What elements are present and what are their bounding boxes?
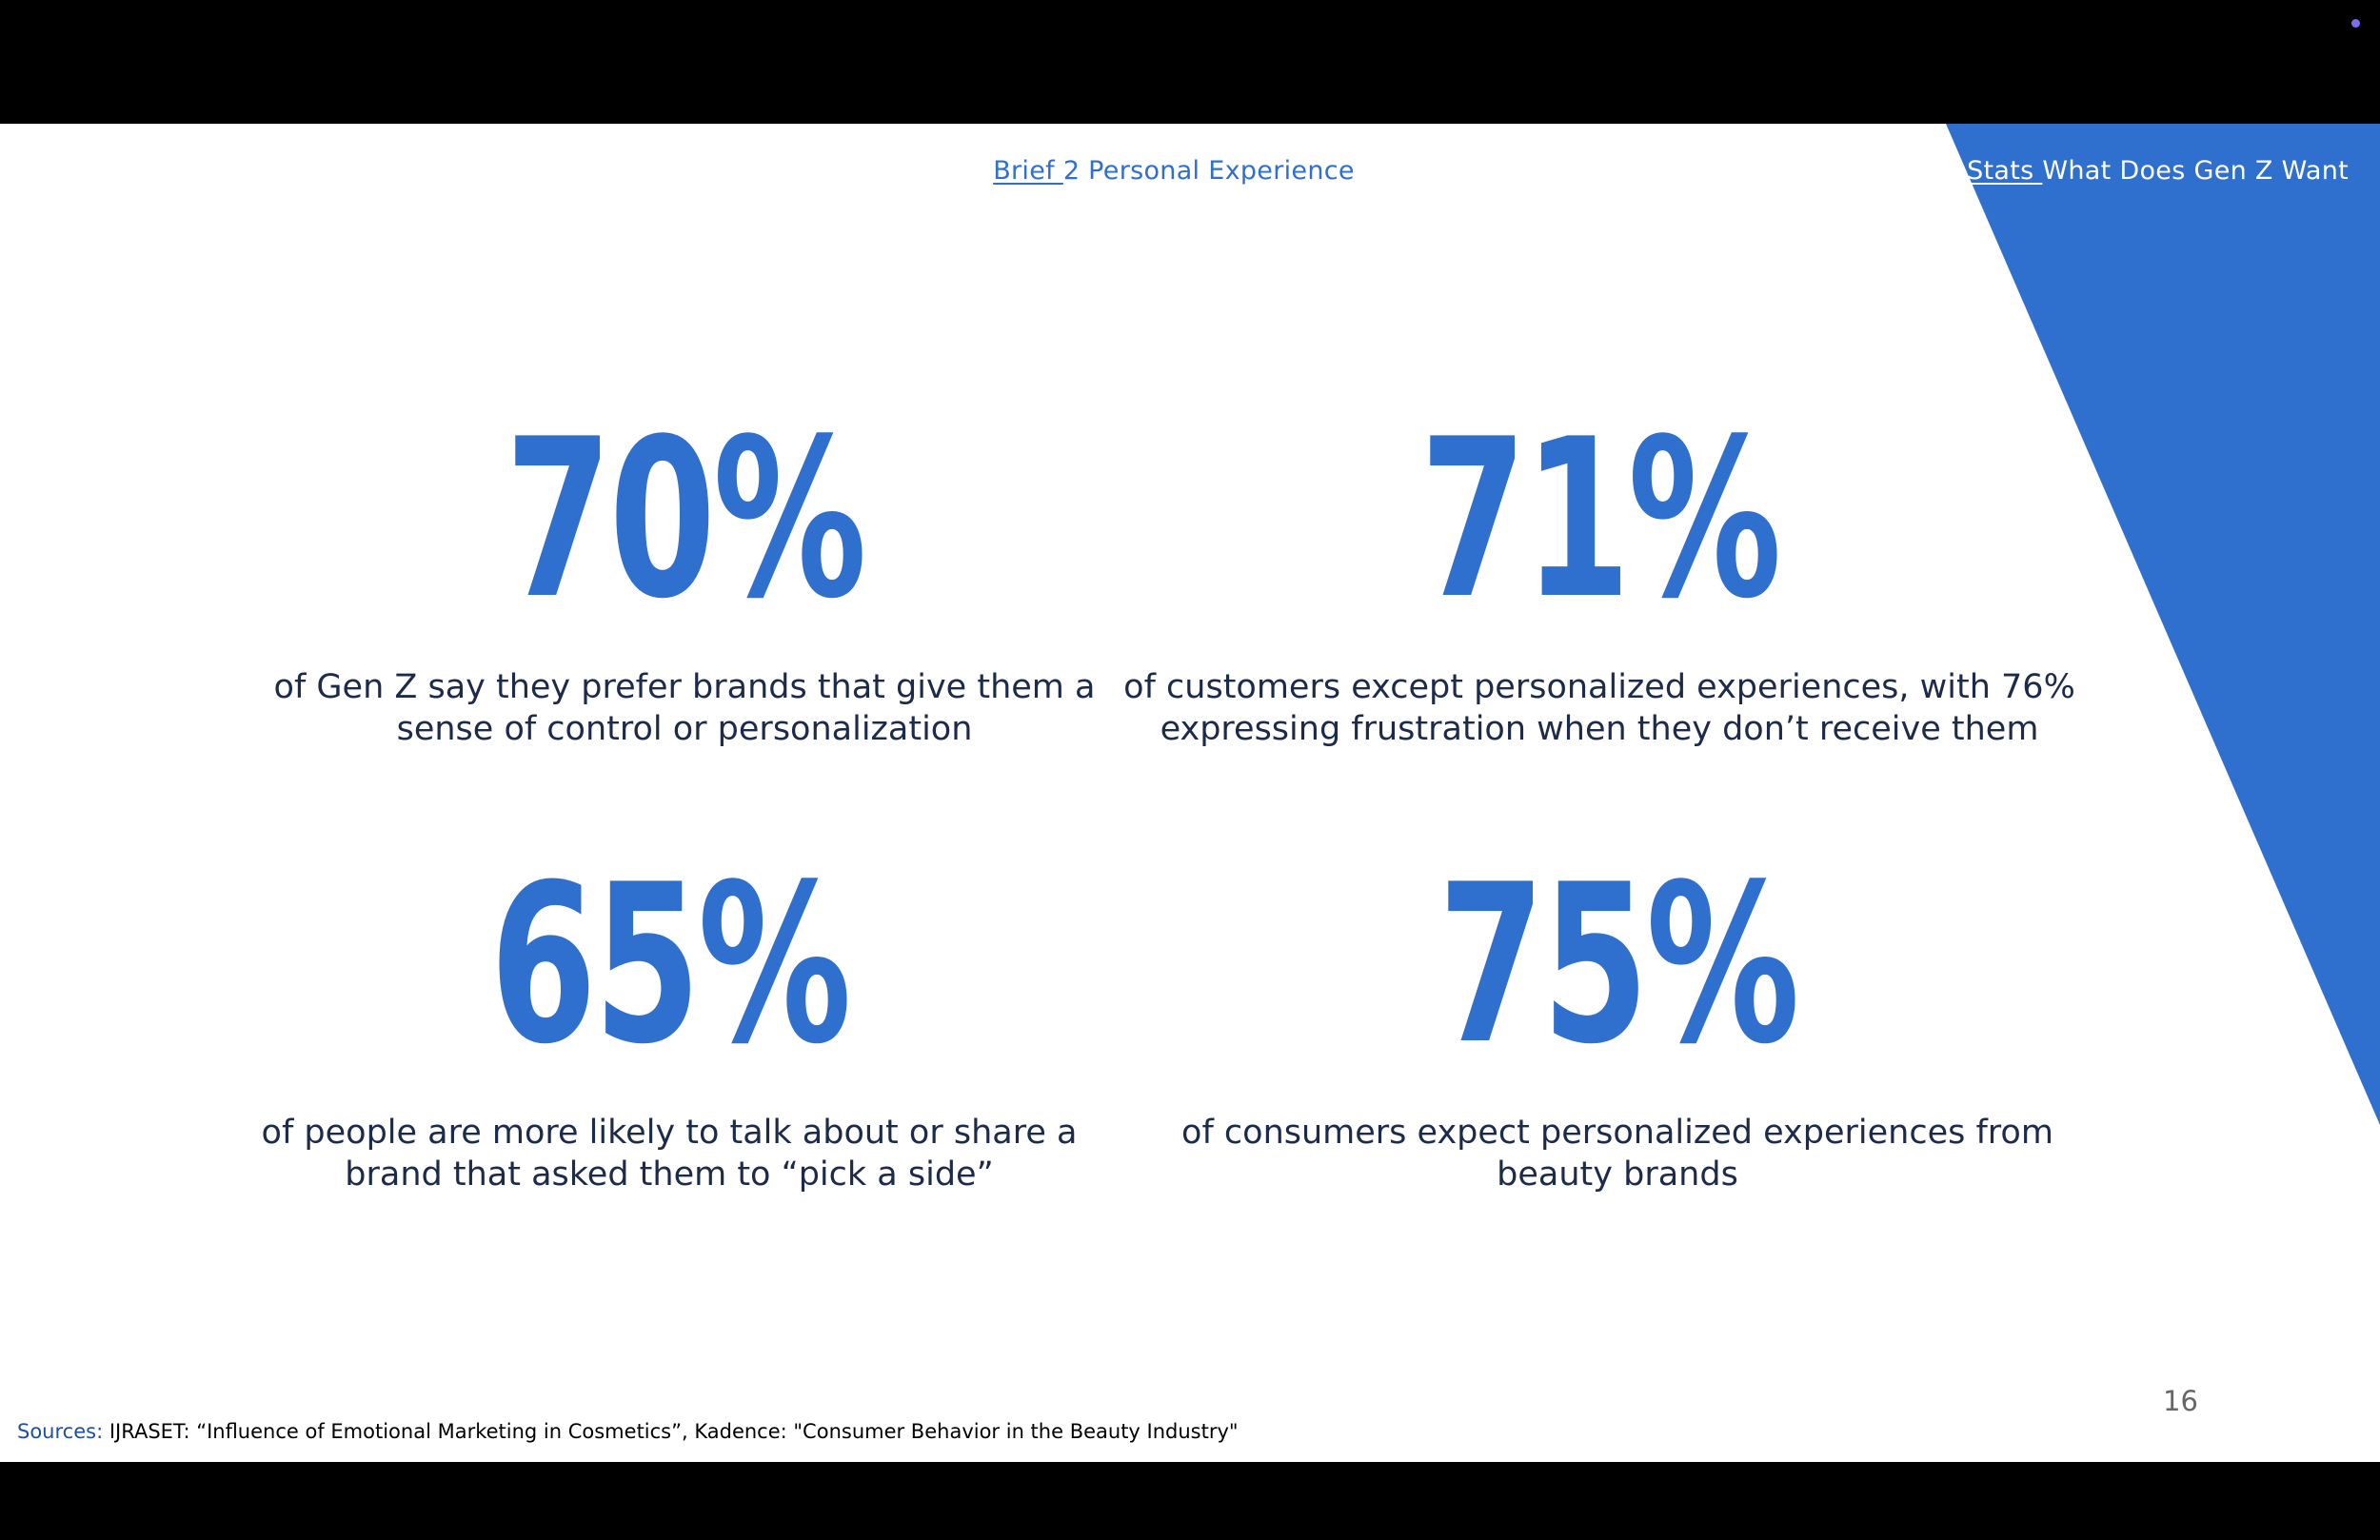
blue-wedge-shape — [1946, 124, 2380, 1125]
stat-number: 70% — [505, 393, 867, 647]
stat-number: 71% — [1419, 393, 1782, 647]
stat-caption-line: sense of control or personalization — [396, 710, 973, 748]
stat-caption-line: expressing frustration when they don’t r… — [1160, 710, 2039, 748]
stat-caption: of customers except personalized experie… — [1123, 666, 2075, 750]
stat-block-75: 75% of consumers expect personalized exp… — [1141, 857, 2093, 1195]
stat-block-65: 65% of people are more likely to talk ab… — [193, 857, 1145, 1195]
stat-caption: of Gen Z say they prefer brands that giv… — [208, 666, 1160, 750]
stat-caption-line: of people are more likely to talk about … — [261, 1114, 1078, 1152]
recording-indicator-icon — [2351, 19, 2360, 28]
stat-number: 65% — [489, 839, 852, 1093]
stats-breadcrumb: Stats What Does Gen Z Want — [1967, 156, 2349, 186]
stat-caption-line: brand that asked them to “pick a side” — [345, 1155, 994, 1194]
stat-caption-line: of customers except personalized experie… — [1123, 668, 2075, 706]
slide: Brief 2 Personal Experience Stats What D… — [0, 124, 2380, 1462]
stat-caption-line: of Gen Z say they prefer brands that giv… — [273, 668, 1096, 706]
sources-text: IJRASET: “Influence of Emotional Marketi… — [103, 1420, 1239, 1443]
sources-footnote: Sources: IJRASET: “Influence of Emotiona… — [17, 1420, 1239, 1443]
stat-caption-line: of consumers expect personalized experie… — [1181, 1114, 2053, 1152]
brief-link[interactable]: Brief — [993, 156, 1063, 186]
bottom-black-bar — [0, 1462, 2380, 1540]
stat-number: 75% — [1438, 839, 1800, 1093]
stat-caption: of people are more likely to talk about … — [193, 1112, 1145, 1195]
stat-block-70: 70% of Gen Z say they prefer brands that… — [208, 411, 1160, 750]
brief-title: 2 Personal Experience — [1062, 156, 1355, 186]
stats-title: What Does Gen Z Want — [2042, 156, 2349, 186]
stat-caption-line: beauty brands — [1497, 1155, 1738, 1194]
top-black-bar — [0, 0, 2380, 124]
stat-caption: of consumers expect personalized experie… — [1141, 1112, 2093, 1195]
page-number: 16 — [2163, 1385, 2198, 1417]
sources-label: Sources: — [17, 1420, 104, 1443]
stat-block-71: 71% of customers except personalized exp… — [1123, 411, 2075, 750]
brief-breadcrumb: Brief 2 Personal Experience — [0, 156, 2348, 186]
stats-link[interactable]: Stats — [1967, 156, 2043, 186]
